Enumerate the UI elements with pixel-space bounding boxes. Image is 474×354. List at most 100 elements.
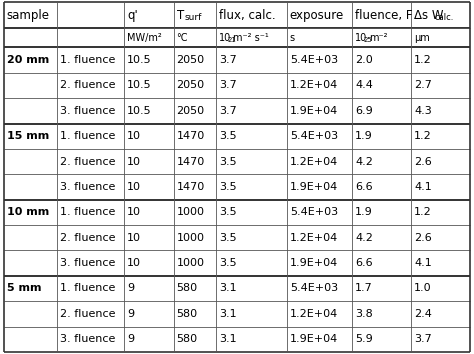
Text: 1.2E+04: 1.2E+04 [290, 80, 338, 91]
Text: 580: 580 [177, 309, 198, 319]
Text: 1.2: 1.2 [414, 207, 432, 217]
Text: 10: 10 [127, 182, 141, 192]
Text: 1.2E+04: 1.2E+04 [290, 309, 338, 319]
Text: 1.9: 1.9 [355, 207, 373, 217]
Text: 3.7: 3.7 [219, 55, 237, 65]
Text: 2050: 2050 [177, 106, 205, 116]
Text: 9: 9 [127, 334, 134, 344]
Text: 1. fluence: 1. fluence [60, 207, 115, 217]
Text: 1470: 1470 [177, 156, 205, 167]
Text: 21: 21 [228, 37, 236, 43]
Text: 3.7: 3.7 [219, 80, 237, 91]
Text: 5.4E+03: 5.4E+03 [290, 284, 338, 293]
Text: μm: μm [414, 33, 430, 43]
Text: 1.9: 1.9 [355, 131, 373, 141]
Text: 10: 10 [127, 131, 141, 141]
Text: 10: 10 [127, 233, 141, 243]
Text: 3.1: 3.1 [219, 334, 237, 344]
Text: 2. fluence: 2. fluence [60, 156, 115, 167]
Text: 3.5: 3.5 [219, 233, 237, 243]
Text: exposure: exposure [290, 8, 344, 22]
Text: 2.7: 2.7 [414, 80, 432, 91]
Text: 10: 10 [127, 156, 141, 167]
Text: 3.5: 3.5 [219, 131, 237, 141]
Text: 6.6: 6.6 [355, 258, 373, 268]
Text: 3.5: 3.5 [219, 156, 237, 167]
Text: 580: 580 [177, 284, 198, 293]
Text: Δs W: Δs W [414, 8, 444, 22]
Text: 3.5: 3.5 [219, 207, 237, 217]
Text: calc.: calc. [434, 13, 454, 22]
Text: 10 mm: 10 mm [7, 207, 49, 217]
Text: 1470: 1470 [177, 131, 205, 141]
Text: 1. fluence: 1. fluence [60, 55, 115, 65]
Text: 4.1: 4.1 [414, 258, 432, 268]
Text: 5.4E+03: 5.4E+03 [290, 55, 338, 65]
Text: 3.1: 3.1 [219, 284, 237, 293]
Text: 5.4E+03: 5.4E+03 [290, 207, 338, 217]
Text: q': q' [127, 8, 138, 22]
Text: 10: 10 [127, 207, 141, 217]
Text: MW/m²: MW/m² [127, 33, 162, 43]
Text: 3.5: 3.5 [219, 258, 237, 268]
Text: 2050: 2050 [177, 55, 205, 65]
Text: m⁻²: m⁻² [369, 33, 388, 43]
Text: 2. fluence: 2. fluence [60, 233, 115, 243]
Text: 4.2: 4.2 [355, 233, 373, 243]
Text: 2.4: 2.4 [414, 309, 432, 319]
Text: 1000: 1000 [177, 207, 205, 217]
Text: 1.2: 1.2 [414, 55, 432, 65]
Text: 1.2E+04: 1.2E+04 [290, 156, 338, 167]
Text: 1000: 1000 [177, 258, 205, 268]
Text: 5.4E+03: 5.4E+03 [290, 131, 338, 141]
Text: 3.5: 3.5 [219, 182, 237, 192]
Text: 3. fluence: 3. fluence [60, 106, 115, 116]
Text: 2. fluence: 2. fluence [60, 80, 115, 91]
Text: fluence, F: fluence, F [355, 8, 412, 22]
Text: 3.8: 3.8 [355, 309, 373, 319]
Text: 1. fluence: 1. fluence [60, 131, 115, 141]
Text: flux, calc.: flux, calc. [219, 8, 275, 22]
Text: 10.5: 10.5 [127, 80, 152, 91]
Text: 1.9E+04: 1.9E+04 [290, 182, 338, 192]
Text: 1. fluence: 1. fluence [60, 284, 115, 293]
Text: 1.2E+04: 1.2E+04 [290, 233, 338, 243]
Text: 1.7: 1.7 [355, 284, 373, 293]
Text: T: T [177, 8, 184, 22]
Text: 4.4: 4.4 [355, 80, 373, 91]
Text: 3. fluence: 3. fluence [60, 258, 115, 268]
Text: 20 mm: 20 mm [7, 55, 49, 65]
Text: 25: 25 [364, 37, 372, 43]
Text: 5 mm: 5 mm [7, 284, 41, 293]
Text: 10.5: 10.5 [127, 55, 152, 65]
Text: 10: 10 [219, 33, 231, 43]
Text: 9: 9 [127, 309, 134, 319]
Text: 1.9E+04: 1.9E+04 [290, 258, 338, 268]
Text: 580: 580 [177, 334, 198, 344]
Text: 2.6: 2.6 [414, 156, 432, 167]
Text: 1000: 1000 [177, 233, 205, 243]
Text: s: s [290, 33, 295, 43]
Text: 1.9E+04: 1.9E+04 [290, 334, 338, 344]
Text: 3.7: 3.7 [219, 106, 237, 116]
Text: 3.1: 3.1 [219, 309, 237, 319]
Text: 2. fluence: 2. fluence [60, 309, 115, 319]
Text: 15 mm: 15 mm [7, 131, 49, 141]
Text: °C: °C [177, 33, 188, 43]
Text: 4.2: 4.2 [355, 156, 373, 167]
Text: 1.9E+04: 1.9E+04 [290, 106, 338, 116]
Text: 2.0: 2.0 [355, 55, 373, 65]
Text: m⁻² s⁻¹: m⁻² s⁻¹ [233, 33, 269, 43]
Text: 3. fluence: 3. fluence [60, 334, 115, 344]
Text: 9: 9 [127, 284, 134, 293]
Text: 1.2: 1.2 [414, 131, 432, 141]
Text: 10: 10 [127, 258, 141, 268]
Text: 4.3: 4.3 [414, 106, 432, 116]
Text: 2050: 2050 [177, 80, 205, 91]
Text: 6.6: 6.6 [355, 182, 373, 192]
Text: 1.0: 1.0 [414, 284, 432, 293]
Text: 2.6: 2.6 [414, 233, 432, 243]
Text: 5.9: 5.9 [355, 334, 373, 344]
Text: surf: surf [184, 13, 201, 22]
Text: 4.1: 4.1 [414, 182, 432, 192]
